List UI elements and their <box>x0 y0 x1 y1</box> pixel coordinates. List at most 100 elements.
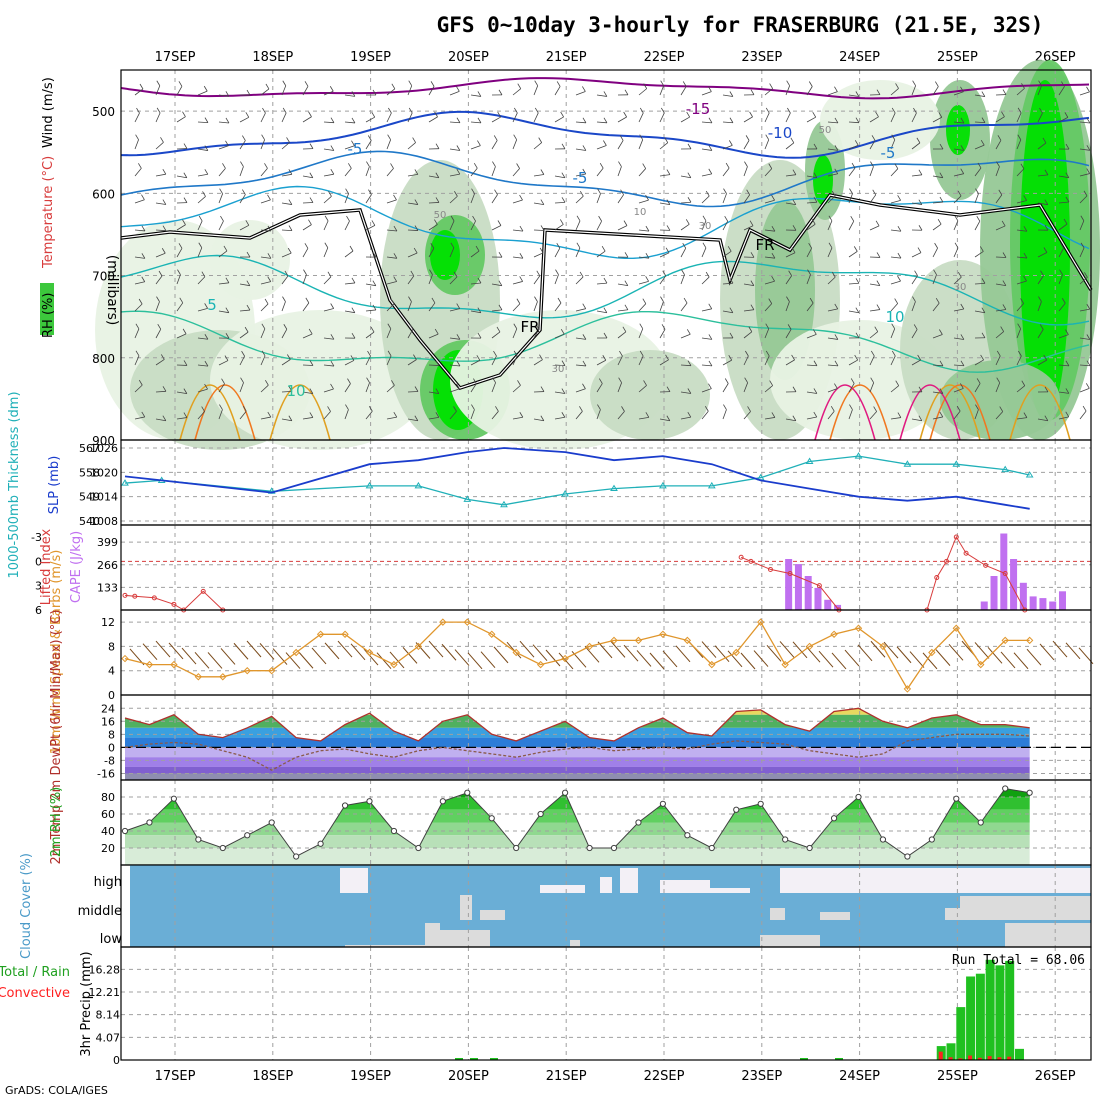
upper-wind-barb <box>491 355 497 366</box>
upper-wind-barb-flag <box>960 303 965 310</box>
upper-wind-barb <box>806 391 817 394</box>
upper-wind-barb-flag <box>539 354 543 360</box>
upper-wind-barb <box>197 388 208 393</box>
warm-contour-arc <box>269 384 331 441</box>
upper-wind-barb-flag <box>811 219 816 225</box>
upper-wind-barb <box>995 411 1004 420</box>
upper-wind-barb <box>134 355 140 366</box>
upper-wind-barb-flag <box>561 388 566 394</box>
precip-total-legend: Total / Rain <box>0 965 70 980</box>
upper-wind-barb <box>890 229 901 232</box>
upper-wind-barb-flag <box>535 324 540 330</box>
cloud-layer-high: high <box>94 875 122 890</box>
upper-wind-barb-flag <box>351 307 356 313</box>
precip-bars <box>455 959 1024 1060</box>
li-marker <box>953 534 959 540</box>
upper-wind-barb <box>428 116 438 123</box>
upper-wind-barb <box>995 331 1004 339</box>
upper-wind-barb <box>1037 202 1048 206</box>
upper-wind-barb-flag <box>366 161 370 167</box>
upper-wind-barb-flag <box>434 328 439 335</box>
upper-wind-barb <box>281 173 292 177</box>
upper-wind-barb <box>1058 86 1065 96</box>
upper-wind-barb <box>386 88 396 96</box>
li-line <box>124 590 224 611</box>
upper-wind-barb <box>596 145 607 150</box>
upper-wind-barb-flag <box>351 91 356 97</box>
upper-wind-barb-flag <box>1086 117 1091 124</box>
upper-wind-barb <box>722 282 733 285</box>
upper-wind-barb <box>386 281 397 285</box>
temp-band <box>125 773 1030 780</box>
upper-wind-barb <box>974 282 986 285</box>
upper-wind-barb <box>932 391 943 394</box>
upper-wind-barb <box>1058 364 1069 367</box>
wind-barb <box>1039 643 1055 661</box>
wind-tick: 0 <box>108 689 115 702</box>
upper-wind-barb <box>386 199 397 204</box>
upper-wind-barb-flag <box>939 360 944 367</box>
upper-wind-barb <box>386 168 394 177</box>
upper-wind-barb <box>827 121 838 124</box>
upper-wind-barb <box>1079 148 1090 151</box>
upper-wind-barb <box>176 116 186 123</box>
upper-wind-barb <box>1079 220 1085 231</box>
upper-wind-barb <box>344 360 355 366</box>
upper-wind-barb <box>995 309 1006 312</box>
upper-wind-barb-flag <box>390 298 395 305</box>
upper-wind-barb <box>365 283 376 287</box>
rh-marker <box>904 853 911 860</box>
upper-wind-barb <box>260 199 271 204</box>
upper-wind-barb-flag <box>1017 107 1022 114</box>
upper-wind-barb <box>890 88 899 96</box>
x-tick-top-17SEP: 17SEP <box>155 50 196 65</box>
upper-wind-barb <box>470 220 476 231</box>
upper-wind-barb <box>848 251 858 258</box>
upper-wind-barb <box>848 409 853 420</box>
upper-wind-barb <box>554 116 564 123</box>
upper-wind-barb-flag <box>1065 329 1069 335</box>
upper-wind-barb-flag <box>792 415 797 421</box>
upper-wind-barb-flag <box>225 333 230 339</box>
upper-wind-barb <box>722 220 729 231</box>
upper-wind-barb-flag <box>135 323 140 329</box>
wind-speed-marker <box>145 660 154 669</box>
upper-wind-barb <box>365 382 370 393</box>
upper-wind-barb-flag <box>750 89 755 95</box>
upper-wind-barb <box>596 220 602 231</box>
upper-wind-barb <box>953 308 964 312</box>
upper-wind-barb <box>533 275 541 285</box>
upper-wind-barb-flag <box>351 277 356 284</box>
upper-wind-barb <box>512 328 518 339</box>
upper-wind-barb-flag <box>135 350 140 357</box>
upper-wind-barb <box>197 121 209 124</box>
upper-wind-barb <box>806 86 813 96</box>
upper-wind-barb-flag <box>498 304 503 311</box>
upper-wind-barb <box>365 140 372 150</box>
upper-wind-barb-flag <box>1044 386 1049 393</box>
slp-tick: 1008 <box>90 515 118 528</box>
upper-wind-barb-flag <box>225 117 230 124</box>
li-marker <box>122 592 128 598</box>
upper-wind-barb <box>869 382 875 393</box>
upper-wind-barb <box>806 116 816 123</box>
thickness-marker <box>1025 471 1034 478</box>
warm-contour-arc <box>194 384 256 441</box>
upper-wind-barb-flag <box>790 137 795 143</box>
upper-wind-barb-flag <box>870 161 874 167</box>
upper-wind-barb-flag <box>387 350 392 357</box>
upper-wind-barb <box>848 193 853 204</box>
upper-wind-barb <box>428 86 435 96</box>
wind-barb <box>415 642 431 659</box>
upper-wind-barb-flag <box>1002 89 1007 95</box>
upper-wind-barb-flag <box>498 252 503 258</box>
cloud-gap <box>820 912 850 920</box>
upper-wind-barb-flag <box>224 355 229 361</box>
upper-wind-barb <box>743 283 754 287</box>
upper-wind-barb-flag <box>408 80 413 86</box>
upper-wind-barb-flag <box>288 169 293 175</box>
wind-barb <box>493 646 509 664</box>
rh-marker <box>635 819 642 826</box>
